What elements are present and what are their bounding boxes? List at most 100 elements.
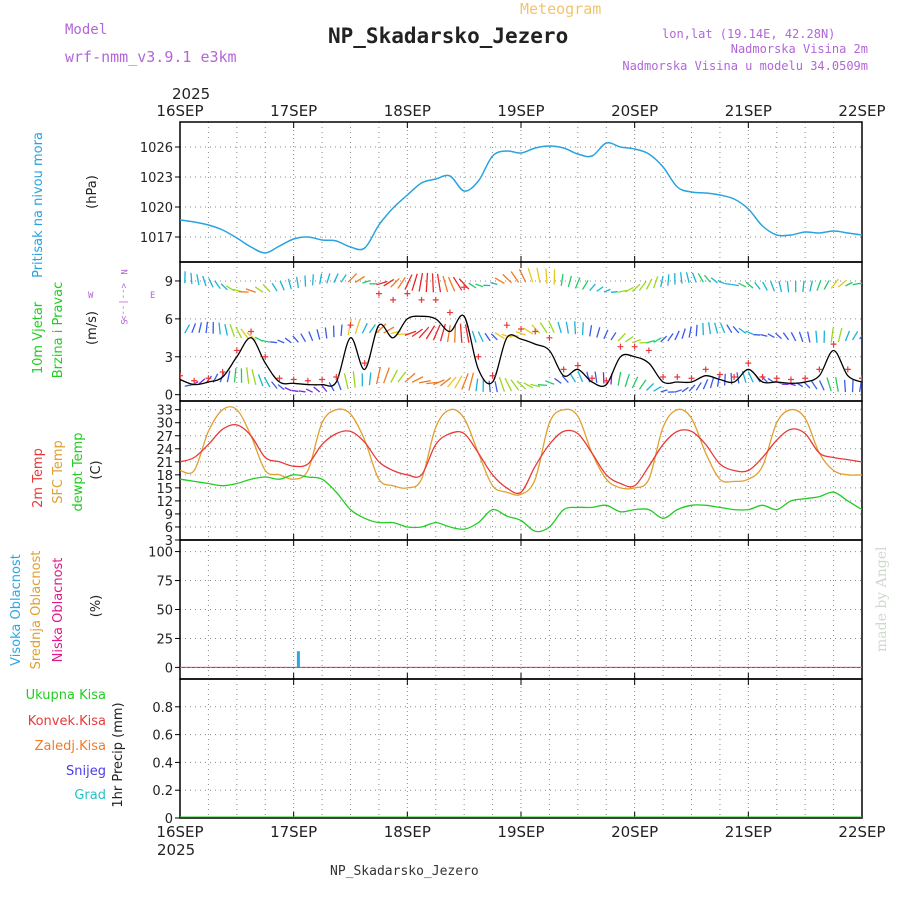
wind-arrow — [501, 333, 512, 338]
y-tick-label: 25 — [156, 632, 173, 647]
bottom-date-label: 22SEP — [838, 823, 885, 841]
wind-arrow — [224, 323, 228, 336]
wind-arrow — [431, 273, 435, 293]
wind-arrow — [324, 327, 328, 339]
wind-arrow — [717, 279, 725, 285]
wind-arrow — [851, 330, 859, 341]
wind-arrow — [762, 281, 768, 291]
top-date-label: 20SEP — [611, 102, 658, 120]
wind-arrow — [452, 276, 463, 291]
wind-arrow — [738, 282, 747, 288]
wind-arrow — [291, 389, 299, 393]
wind-arrow — [198, 322, 203, 333]
wind-arrow — [284, 387, 292, 392]
y-tick-label: 1020 — [140, 201, 173, 216]
wind-panel: 0 3 6 9 — [165, 261, 863, 404]
wind-arrow — [815, 330, 818, 343]
wind-arrow — [464, 324, 470, 343]
wind-arrow — [577, 371, 584, 383]
wind-arrow — [515, 331, 526, 336]
wind-arrow — [660, 335, 668, 343]
wind-arrow — [713, 322, 719, 334]
wind-arrow — [561, 375, 569, 384]
pressure-unit: (hPa) — [85, 175, 100, 209]
wind-arrow — [336, 380, 342, 391]
wind-arrow — [557, 321, 562, 334]
wind-gust-marker — [830, 341, 837, 348]
y-tick-label: 3 — [165, 534, 173, 549]
wind-arrow — [545, 268, 548, 284]
wind-arrow — [782, 332, 790, 341]
wind-gust-marker — [446, 309, 453, 316]
wind-arrow — [681, 328, 686, 339]
wind-arrow — [468, 372, 475, 391]
wind-arrow — [545, 380, 555, 385]
wind-arrow — [709, 376, 715, 389]
wind-arrow — [569, 372, 577, 383]
top-date-label: 21SEP — [725, 102, 772, 120]
y-tick-label: 1023 — [140, 171, 173, 186]
wind-arrow — [433, 379, 445, 386]
wind-arrow — [754, 281, 761, 290]
wind-arrow — [184, 384, 192, 387]
wind-gust-marker — [617, 343, 624, 350]
wind-arrow — [498, 376, 506, 392]
bottom-date-axis: 16SEP 17SEP 18SEP 19SEP 20SEP 21SEP 22SEP — [156, 823, 885, 841]
wind-gust-marker — [276, 375, 283, 382]
wind-arrow — [304, 275, 307, 287]
wind-arrow — [660, 389, 668, 393]
wind-arrow — [548, 320, 555, 334]
compass-rose: N <--|--> W E S — [88, 269, 155, 324]
wind-arrow — [610, 332, 617, 341]
wind-arrow — [442, 275, 449, 293]
wind-gust-marker — [290, 376, 297, 383]
wind-arrow — [798, 331, 804, 343]
wind-arrow — [738, 327, 747, 334]
temp-dew-label: dewpt Temp — [71, 432, 86, 511]
wind-arrow — [770, 281, 775, 292]
wind-arrow — [277, 384, 285, 391]
wind-arrow — [816, 279, 822, 291]
wind-arrow — [305, 388, 313, 393]
wind-arrow — [383, 326, 395, 334]
wind-gust-marker — [347, 322, 354, 329]
wind-arrow — [328, 382, 335, 392]
wind-arrow — [292, 335, 299, 343]
wind-arrow — [691, 272, 697, 283]
wind-speed-line — [180, 314, 862, 387]
wind-arrow — [574, 321, 577, 335]
wind-arrow — [436, 273, 442, 293]
wind-arrow — [446, 325, 451, 343]
wind-arrow — [240, 328, 250, 340]
top-date-axis: 16SEP 17SEP 18SEP 19SEP 20SEP 21SEP 22SEP — [156, 102, 885, 120]
wind-arrow — [646, 339, 655, 344]
y-tick-label: 12 — [156, 495, 173, 510]
wind-arrow — [218, 322, 221, 335]
wind-arrow — [277, 339, 285, 344]
wind-arrow — [660, 275, 664, 288]
wind-arrow — [494, 381, 498, 393]
wind-gust-marker — [418, 296, 425, 303]
wind-arrow — [716, 375, 721, 387]
wind-arrow — [786, 281, 790, 293]
wind-arrow — [404, 372, 416, 383]
wind-gust-marker — [674, 373, 681, 380]
wind-arrow — [539, 322, 548, 334]
wind-arrow — [245, 288, 256, 293]
wind-arrow — [425, 325, 436, 340]
wind-arrow — [271, 282, 278, 292]
precip-total-label: Ukupna Kisa — [26, 688, 106, 703]
wind-arrow — [220, 283, 228, 291]
wind-gust-marker — [532, 328, 539, 335]
wind-gust-marker — [787, 376, 794, 383]
compass-rose-arrows: <--|--> — [118, 283, 128, 322]
wind-arrow — [667, 274, 670, 286]
wind-arrow — [560, 273, 564, 286]
wind-arrow — [731, 283, 739, 287]
wind-gust-marker — [759, 373, 766, 380]
wind-arrow — [477, 331, 484, 343]
compass-north: N — [118, 269, 128, 274]
wind-arrow — [653, 385, 662, 392]
wind-arrow — [202, 275, 207, 287]
wind-arrow — [667, 333, 674, 342]
